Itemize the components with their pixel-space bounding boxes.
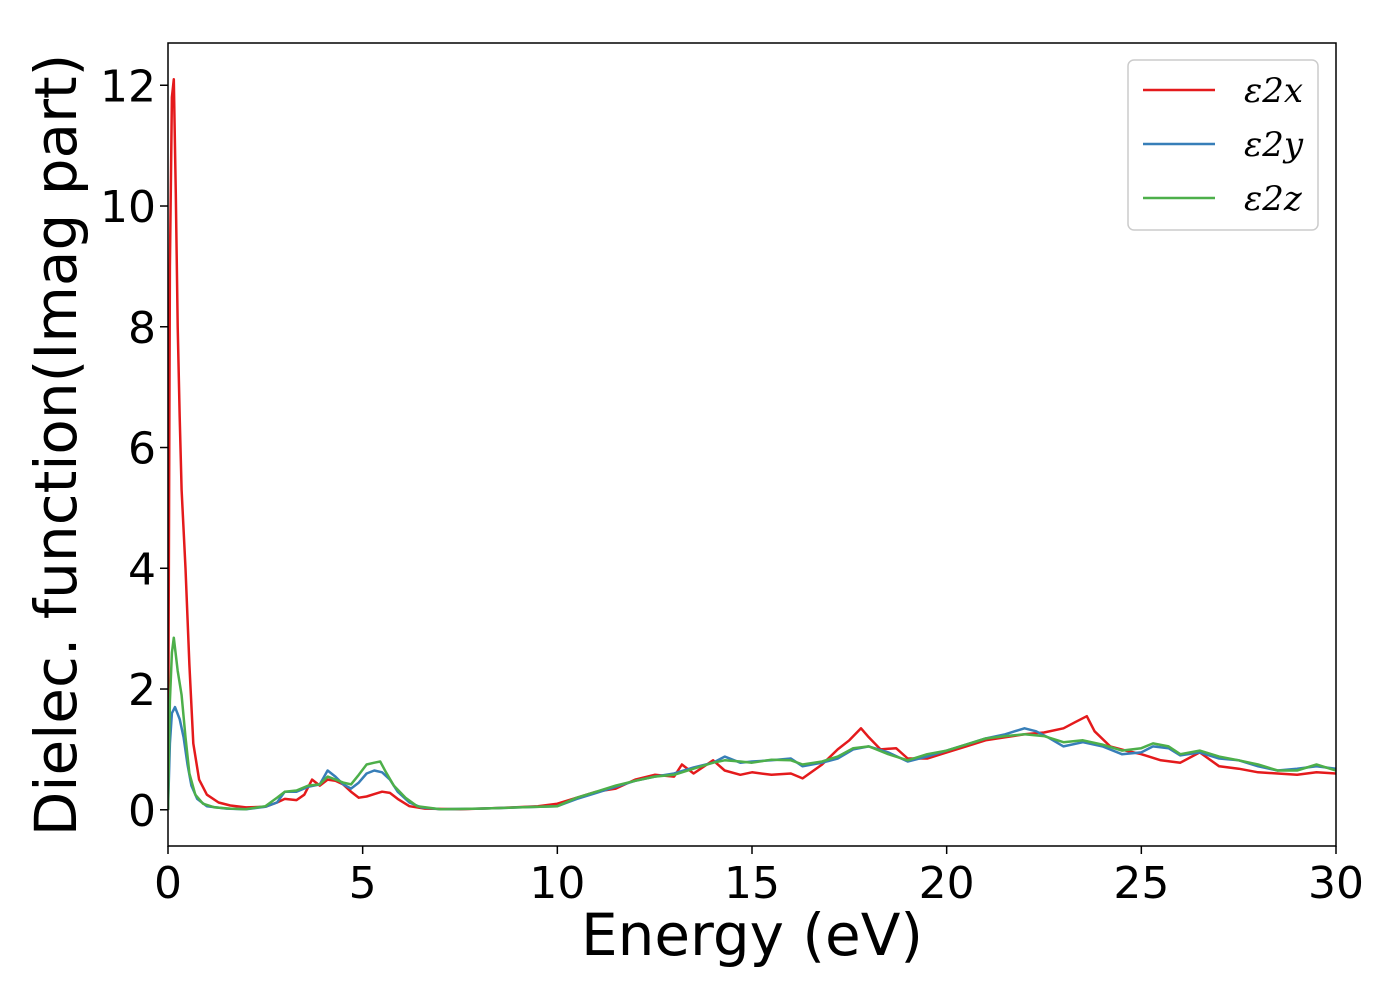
series-line-0	[168, 77, 1336, 811]
x-tick-label: 5	[349, 858, 377, 909]
x-axis-title: Energy (eV)	[581, 901, 923, 969]
x-tick-label: 10	[529, 858, 585, 909]
y-axis-title: Dielec. function(Imag part)	[22, 54, 90, 837]
ticks-layer: 0 5 10 15 20 25 30 0 2 4 6 8 10 12	[100, 61, 1364, 909]
legend-label-1: ε2y	[1244, 125, 1304, 165]
y-tick-label: 0	[128, 786, 156, 837]
x-tick-label: 25	[1113, 858, 1169, 909]
x-tick-label: 15	[724, 858, 780, 909]
x-tick-label: 30	[1308, 858, 1364, 909]
series-line-1	[168, 705, 1336, 811]
series-line-2	[168, 636, 1336, 811]
y-tick-label: 6	[128, 424, 156, 475]
x-tick-label: 20	[919, 858, 975, 909]
legend: ε2x ε2y ε2z	[1127, 59, 1319, 231]
y-tick-label: 2	[128, 665, 156, 716]
legend-label-0: ε2x	[1244, 71, 1303, 111]
y-tick-label: 12	[100, 61, 156, 112]
y-tick-label: 8	[128, 303, 156, 354]
x-tick-label: 0	[154, 858, 182, 909]
legend-label-2: ε2z	[1244, 179, 1303, 219]
legend-box	[1127, 59, 1319, 231]
y-tick-label: 4	[128, 544, 156, 595]
series-layer	[168, 77, 1336, 811]
y-tick-label: 10	[100, 182, 156, 233]
